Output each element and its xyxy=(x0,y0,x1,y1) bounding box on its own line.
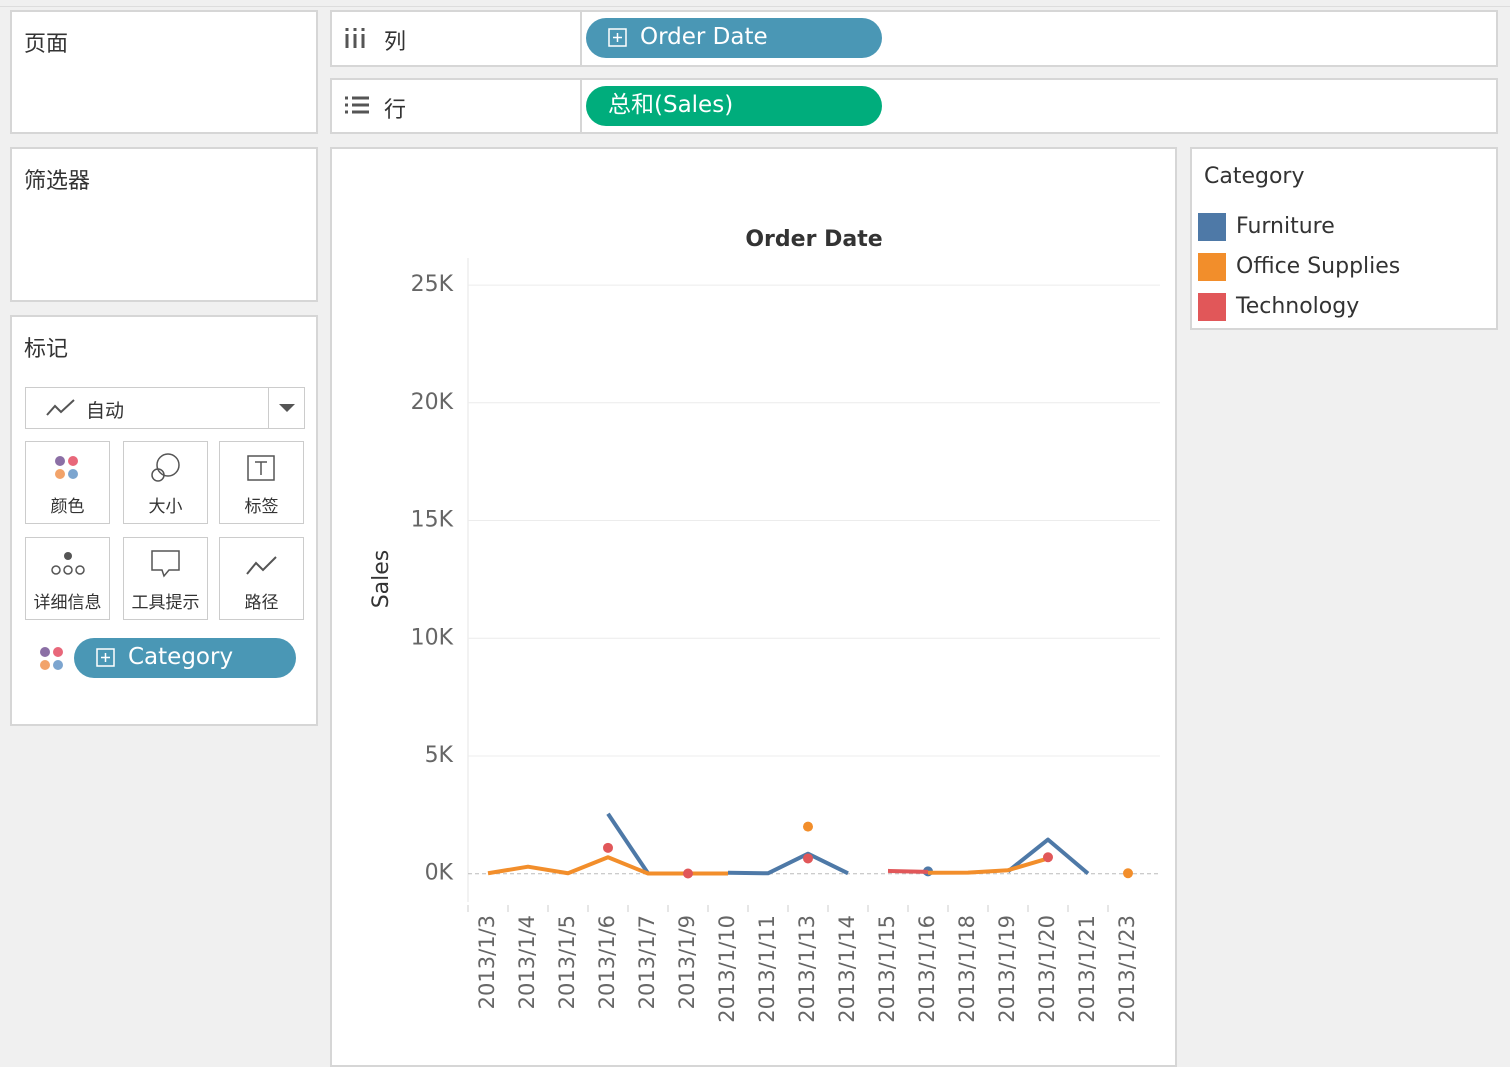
filters-title: 筛选器 xyxy=(24,169,91,194)
legend-entry[interactable]: Office Supplies xyxy=(1198,253,1488,283)
filters-panel: 筛选器 xyxy=(10,147,318,302)
columns-icon xyxy=(345,28,365,48)
rows-icon xyxy=(345,96,369,114)
legend-entry[interactable]: Furniture xyxy=(1198,213,1488,243)
rows-shelf: 行 总和(Sales) xyxy=(330,78,1498,134)
pill-text: 总和(Sales) xyxy=(608,92,734,118)
legend-label: Technology xyxy=(1236,294,1360,319)
legend-swatch xyxy=(1198,293,1226,321)
pill-text: Order Date xyxy=(640,24,768,50)
marks-panel: 标记 自动 颜色 大小 标签 详细信息 工具提示 路径 Category xyxy=(10,315,318,726)
pages-title: 页面 xyxy=(24,32,69,57)
legend-title: Category xyxy=(1204,164,1305,189)
sales-pill[interactable]: 总和(Sales) xyxy=(586,86,882,126)
button-label: 大小 xyxy=(148,497,183,517)
chart-panel xyxy=(330,147,1177,1067)
label-button[interactable]: 标签 xyxy=(219,441,304,524)
tooltip-button[interactable]: 工具提示 xyxy=(123,537,208,620)
button-label: 标签 xyxy=(244,497,279,517)
dropdown-arrow xyxy=(279,404,295,412)
button-label: 详细信息 xyxy=(33,593,102,613)
columns-shelf: 列 Order Date xyxy=(330,10,1498,67)
top-strip xyxy=(0,0,1510,7)
path-button[interactable]: 路径 xyxy=(219,537,304,620)
color-icon xyxy=(40,647,63,670)
mark-type: 自动 xyxy=(86,400,125,422)
line-icon xyxy=(46,399,75,416)
pages-panel: 页面 xyxy=(10,10,318,134)
size-button[interactable]: 大小 xyxy=(123,441,208,524)
legend-entry[interactable]: Technology xyxy=(1198,293,1488,323)
legend-swatch xyxy=(1198,253,1226,281)
button-label: 颜色 xyxy=(50,497,85,517)
button-label: 路径 xyxy=(244,593,279,613)
columns-label: 列 xyxy=(384,30,407,55)
pill-text: Category xyxy=(128,644,234,670)
legend-label: Furniture xyxy=(1236,214,1335,239)
mark-type-dropdown[interactable]: 自动 xyxy=(25,387,305,429)
legend-label: Office Supplies xyxy=(1236,254,1401,279)
rows-label: 行 xyxy=(384,98,407,123)
button-label: 工具提示 xyxy=(131,593,200,613)
legend-swatch xyxy=(1198,213,1226,241)
color-button[interactable]: 颜色 xyxy=(25,441,110,524)
legend-panel: Category Furniture Office Supplies Technol… xyxy=(1190,147,1498,330)
detail-button[interactable]: 详细信息 xyxy=(25,537,110,620)
order-date-pill[interactable]: Order Date xyxy=(586,18,882,58)
marks-title: 标记 xyxy=(24,337,69,362)
category-pill[interactable]: Category xyxy=(74,638,296,678)
